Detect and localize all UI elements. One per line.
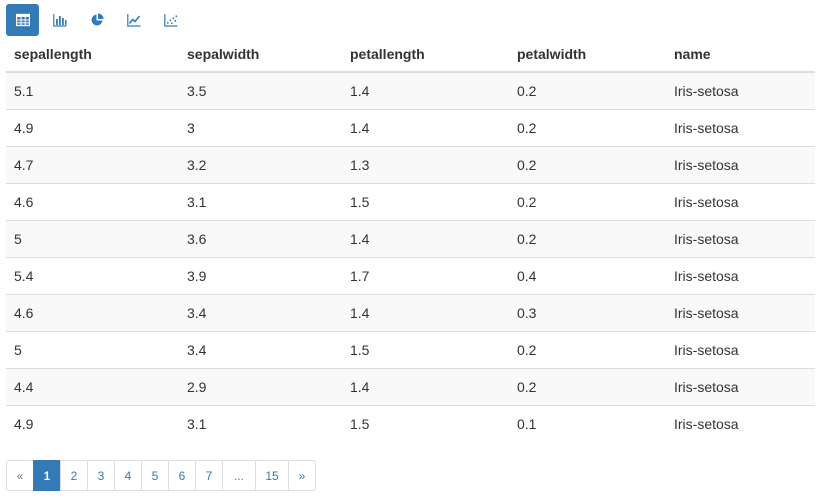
page-7-button[interactable]: 7 xyxy=(195,460,223,491)
cell-petallength: 1.5 xyxy=(342,404,509,442)
page-3-button[interactable]: 3 xyxy=(87,460,115,491)
view-toolbar xyxy=(6,4,191,36)
scatter-chart-view-button[interactable] xyxy=(154,4,187,36)
cell-petallength: 1.4 xyxy=(342,71,509,109)
cell-petalwidth: 0.2 xyxy=(509,367,666,405)
table-row: 5.4 3.9 1.7 0.4 Iris-setosa xyxy=(6,256,815,294)
cell-name: Iris-setosa xyxy=(666,293,815,331)
cell-petallength: 1.4 xyxy=(342,219,509,257)
cell-petalwidth: 0.1 xyxy=(509,404,666,442)
cell-name: Iris-setosa xyxy=(666,256,815,294)
cell-petalwidth: 0.2 xyxy=(509,219,666,257)
cell-sepallength: 4.9 xyxy=(6,108,179,146)
cell-sepallength: 5 xyxy=(6,330,179,368)
table-row: 5 3.4 1.5 0.2 Iris-setosa xyxy=(6,330,815,368)
page-ellipsis: ... xyxy=(222,460,256,491)
table-row: 4.7 3.2 1.3 0.2 Iris-setosa xyxy=(6,145,815,183)
column-header-sepalwidth[interactable]: sepalwidth xyxy=(179,36,342,73)
cell-name: Iris-setosa xyxy=(666,145,815,183)
cell-petallength: 1.5 xyxy=(342,330,509,368)
bar-chart-view-button[interactable] xyxy=(43,4,76,36)
cell-petallength: 1.4 xyxy=(342,293,509,331)
next-page-button[interactable]: » xyxy=(288,460,316,491)
table-row: 4.9 3.1 1.5 0.1 Iris-setosa xyxy=(6,404,815,442)
table-row: 5 3.6 1.4 0.2 Iris-setosa xyxy=(6,219,815,257)
table-row: 4.4 2.9 1.4 0.2 Iris-setosa xyxy=(6,367,815,405)
cell-sepalwidth: 3.6 xyxy=(179,219,342,257)
cell-name: Iris-setosa xyxy=(666,330,815,368)
cell-name: Iris-setosa xyxy=(666,404,815,442)
bar-chart-icon xyxy=(52,13,67,27)
cell-sepallength: 5.1 xyxy=(6,71,179,109)
data-table: sepallength sepalwidth petallength petal… xyxy=(6,36,815,442)
previous-page-button[interactable]: « xyxy=(6,460,34,491)
table-row: 4.9 3 1.4 0.2 Iris-setosa xyxy=(6,108,815,146)
cell-sepallength: 4.6 xyxy=(6,182,179,220)
cell-petalwidth: 0.2 xyxy=(509,108,666,146)
pie-chart-icon xyxy=(90,13,104,27)
cell-petallength: 1.4 xyxy=(342,108,509,146)
cell-petalwidth: 0.4 xyxy=(509,256,666,294)
pagination: « 1 2 3 4 5 6 7 ... 15 » xyxy=(6,460,316,491)
cell-petallength: 1.4 xyxy=(342,367,509,405)
page-1-button[interactable]: 1 xyxy=(33,460,61,491)
cell-sepalwidth: 3 xyxy=(179,108,342,146)
cell-petallength: 1.5 xyxy=(342,182,509,220)
cell-name: Iris-setosa xyxy=(666,71,815,109)
cell-petalwidth: 0.2 xyxy=(509,330,666,368)
page-4-button[interactable]: 4 xyxy=(114,460,142,491)
cell-sepallength: 5 xyxy=(6,219,179,257)
cell-petalwidth: 0.2 xyxy=(509,182,666,220)
page-15-button[interactable]: 15 xyxy=(255,460,289,491)
cell-sepallength: 4.9 xyxy=(6,404,179,442)
page-2-button[interactable]: 2 xyxy=(60,460,88,491)
pie-chart-view-button[interactable] xyxy=(80,4,113,36)
table-row: 5.1 3.5 1.4 0.2 Iris-setosa xyxy=(6,71,815,109)
cell-name: Iris-setosa xyxy=(666,108,815,146)
column-header-petallength[interactable]: petallength xyxy=(342,36,509,73)
cell-name: Iris-setosa xyxy=(666,182,815,220)
table-icon xyxy=(15,13,30,27)
cell-sepalwidth: 3.4 xyxy=(179,330,342,368)
cell-petalwidth: 0.2 xyxy=(509,71,666,109)
page-5-button[interactable]: 5 xyxy=(141,460,169,491)
cell-petalwidth: 0.2 xyxy=(509,145,666,183)
line-chart-view-button[interactable] xyxy=(117,4,150,36)
cell-sepalwidth: 3.2 xyxy=(179,145,342,183)
column-header-petalwidth[interactable]: petalwidth xyxy=(509,36,666,73)
page-6-button[interactable]: 6 xyxy=(168,460,196,491)
cell-sepallength: 4.6 xyxy=(6,293,179,331)
cell-name: Iris-setosa xyxy=(666,367,815,405)
cell-petallength: 1.3 xyxy=(342,145,509,183)
cell-sepalwidth: 3.4 xyxy=(179,293,342,331)
cell-sepalwidth: 2.9 xyxy=(179,367,342,405)
cell-sepalwidth: 3.1 xyxy=(179,404,342,442)
column-header-name[interactable]: name xyxy=(666,36,815,73)
column-header-sepallength[interactable]: sepallength xyxy=(6,36,179,73)
table-row: 4.6 3.1 1.5 0.2 Iris-setosa xyxy=(6,182,815,220)
cell-petalwidth: 0.3 xyxy=(509,293,666,331)
cell-sepalwidth: 3.5 xyxy=(179,71,342,109)
table-header-row: sepallength sepalwidth petallength petal… xyxy=(6,36,815,73)
cell-petallength: 1.7 xyxy=(342,256,509,294)
cell-sepallength: 4.7 xyxy=(6,145,179,183)
table-view-button[interactable] xyxy=(6,4,39,36)
cell-sepallength: 4.4 xyxy=(6,367,179,405)
cell-name: Iris-setosa xyxy=(666,219,815,257)
cell-sepalwidth: 3.9 xyxy=(179,256,342,294)
scatter-chart-icon xyxy=(163,13,178,27)
table-row: 4.6 3.4 1.4 0.3 Iris-setosa xyxy=(6,293,815,331)
cell-sepallength: 5.4 xyxy=(6,256,179,294)
cell-sepalwidth: 3.1 xyxy=(179,182,342,220)
line-chart-icon xyxy=(126,13,141,27)
